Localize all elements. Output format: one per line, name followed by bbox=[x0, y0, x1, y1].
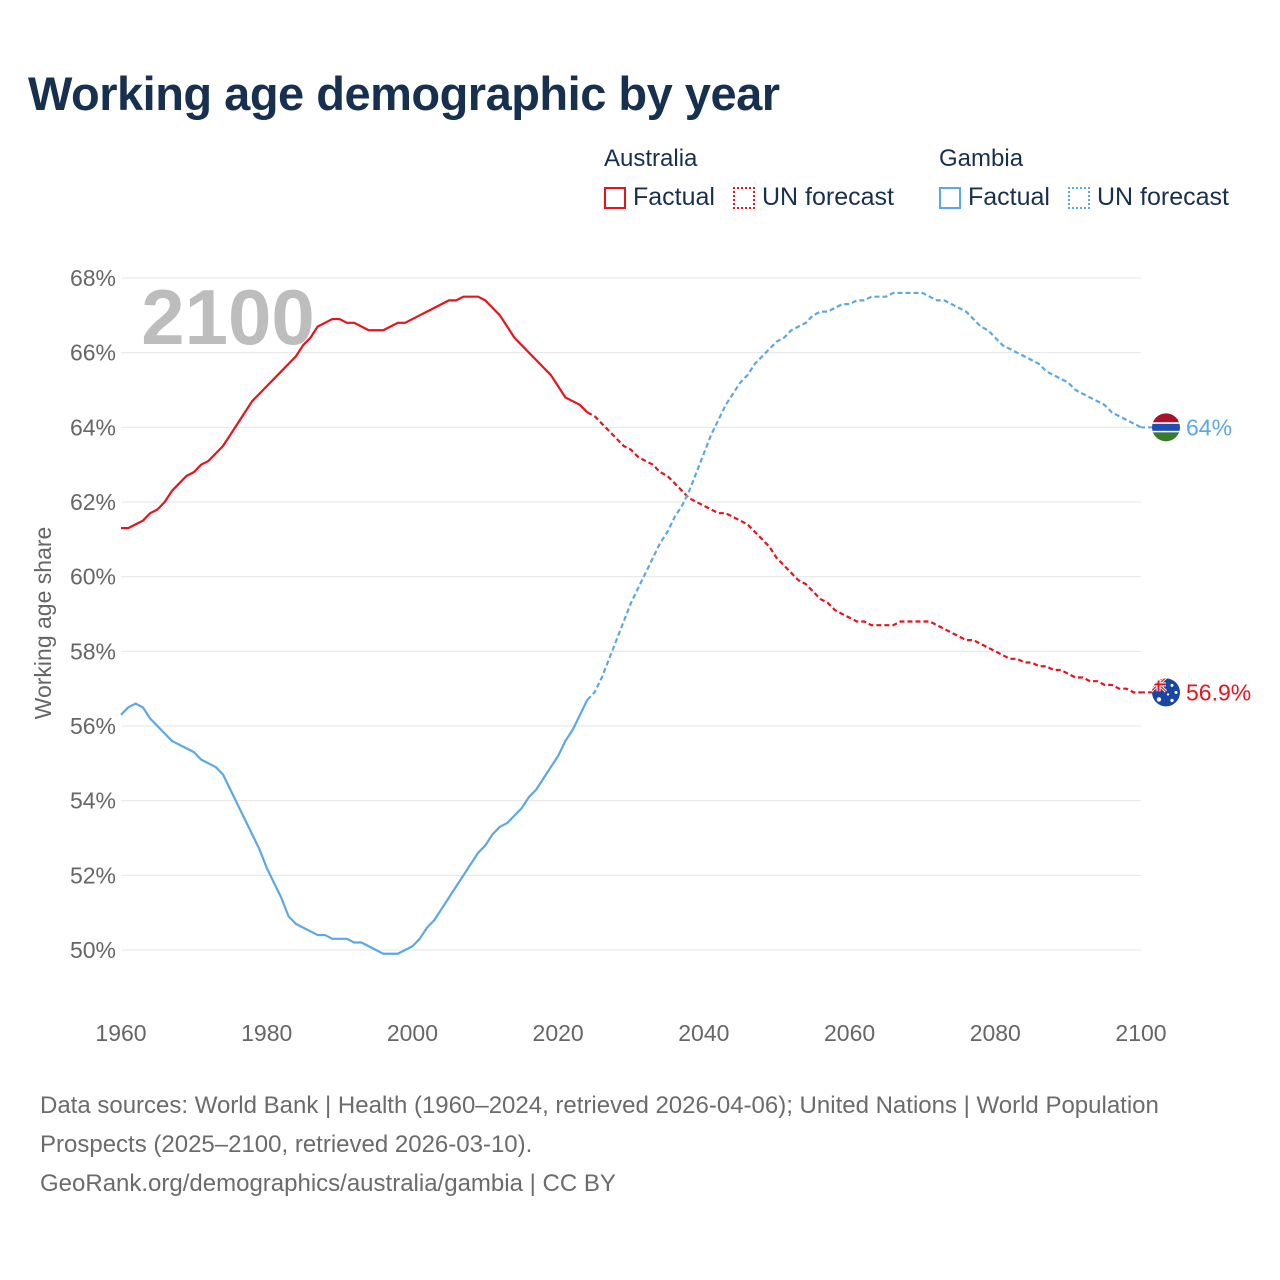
series-lines bbox=[120, 291, 1142, 955]
x-tick-label: 2080 bbox=[970, 1020, 1021, 1046]
legend-swatch-solid bbox=[604, 186, 626, 209]
y-tick-label: 64% bbox=[70, 414, 116, 440]
x-tick-label: 1960 bbox=[95, 1020, 146, 1046]
legend-swatch-solid bbox=[939, 186, 961, 209]
y-tick-label: 50% bbox=[70, 937, 116, 963]
legend-item-gambia-factual[interactable]: Factual bbox=[939, 183, 1050, 212]
australia-flag-icon bbox=[1152, 678, 1180, 707]
legend-swatch-dotted bbox=[732, 186, 755, 209]
legend-item-gambia-forecast[interactable]: UN forecast bbox=[1067, 183, 1229, 212]
credit-link[interactable]: GeoRank.org/demographics/australia/gambi… bbox=[40, 1170, 616, 1197]
series-line-gambia-forecast bbox=[586, 291, 1142, 701]
year-watermark: 2100 bbox=[141, 273, 315, 361]
y-axis-label: Working age share bbox=[30, 527, 56, 720]
legend-label: UN forecast bbox=[1096, 183, 1229, 211]
chart-title: Working age demographic by year bbox=[28, 67, 780, 120]
x-tick-label: 2060 bbox=[824, 1020, 875, 1046]
y-tick-label: 62% bbox=[70, 489, 116, 515]
gridlines bbox=[121, 277, 1141, 951]
end-value-label-australia: 56.9% bbox=[1186, 679, 1251, 705]
x-tick-label: 2020 bbox=[533, 1020, 584, 1046]
legend-gambia: Gambia Factual UN forecast bbox=[939, 145, 1243, 212]
y-tick-label: 60% bbox=[70, 564, 116, 590]
legend-label: Factual bbox=[968, 183, 1050, 211]
series-line-australia-factual bbox=[121, 295, 589, 530]
legend-item-australia-forecast[interactable]: UN forecast bbox=[732, 183, 894, 212]
y-tick-label: 58% bbox=[70, 638, 116, 664]
x-tick-label: 2000 bbox=[387, 1020, 438, 1046]
x-tick-label: 2040 bbox=[678, 1020, 729, 1046]
series-line-gambia-factual bbox=[120, 699, 589, 955]
end-value-label-gambia: 64% bbox=[1186, 414, 1232, 440]
y-tick-label: 54% bbox=[70, 788, 116, 814]
gambia-flag-icon bbox=[1152, 413, 1180, 442]
x-tick-label: 1980 bbox=[241, 1020, 292, 1046]
y-tick-label: 68% bbox=[70, 265, 116, 291]
legend-label: Factual bbox=[633, 183, 715, 211]
footer: Data sources: World Bank | Health (1960–… bbox=[40, 1086, 1230, 1203]
legend-group-label: Gambia bbox=[939, 145, 1024, 172]
y-axis-ticks: 50% 52% 54% 56% 58% 60% 62% 64% 66% 68% bbox=[70, 265, 116, 963]
y-tick-label: 52% bbox=[70, 862, 116, 888]
series-line-australia-forecast bbox=[586, 411, 1141, 694]
y-tick-label: 56% bbox=[70, 713, 116, 739]
x-axis-ticks: 1960 1980 2000 2020 2040 2060 2080 2100 bbox=[95, 1020, 1166, 1046]
legend-group-label: Australia bbox=[604, 145, 698, 172]
x-tick-label: 2100 bbox=[1115, 1020, 1166, 1046]
y-tick-label: 66% bbox=[70, 340, 116, 366]
data-sources: Data sources: World Bank | Health (1960–… bbox=[40, 1092, 1159, 1158]
legend-australia: Australia Factual UN forecast bbox=[604, 145, 908, 212]
legend-swatch-dotted bbox=[1067, 186, 1090, 209]
legend-item-australia-factual[interactable]: Factual bbox=[604, 183, 715, 212]
series-end-markers: 56.9% 64% bbox=[1141, 413, 1251, 707]
legend-label: UN forecast bbox=[761, 183, 894, 211]
